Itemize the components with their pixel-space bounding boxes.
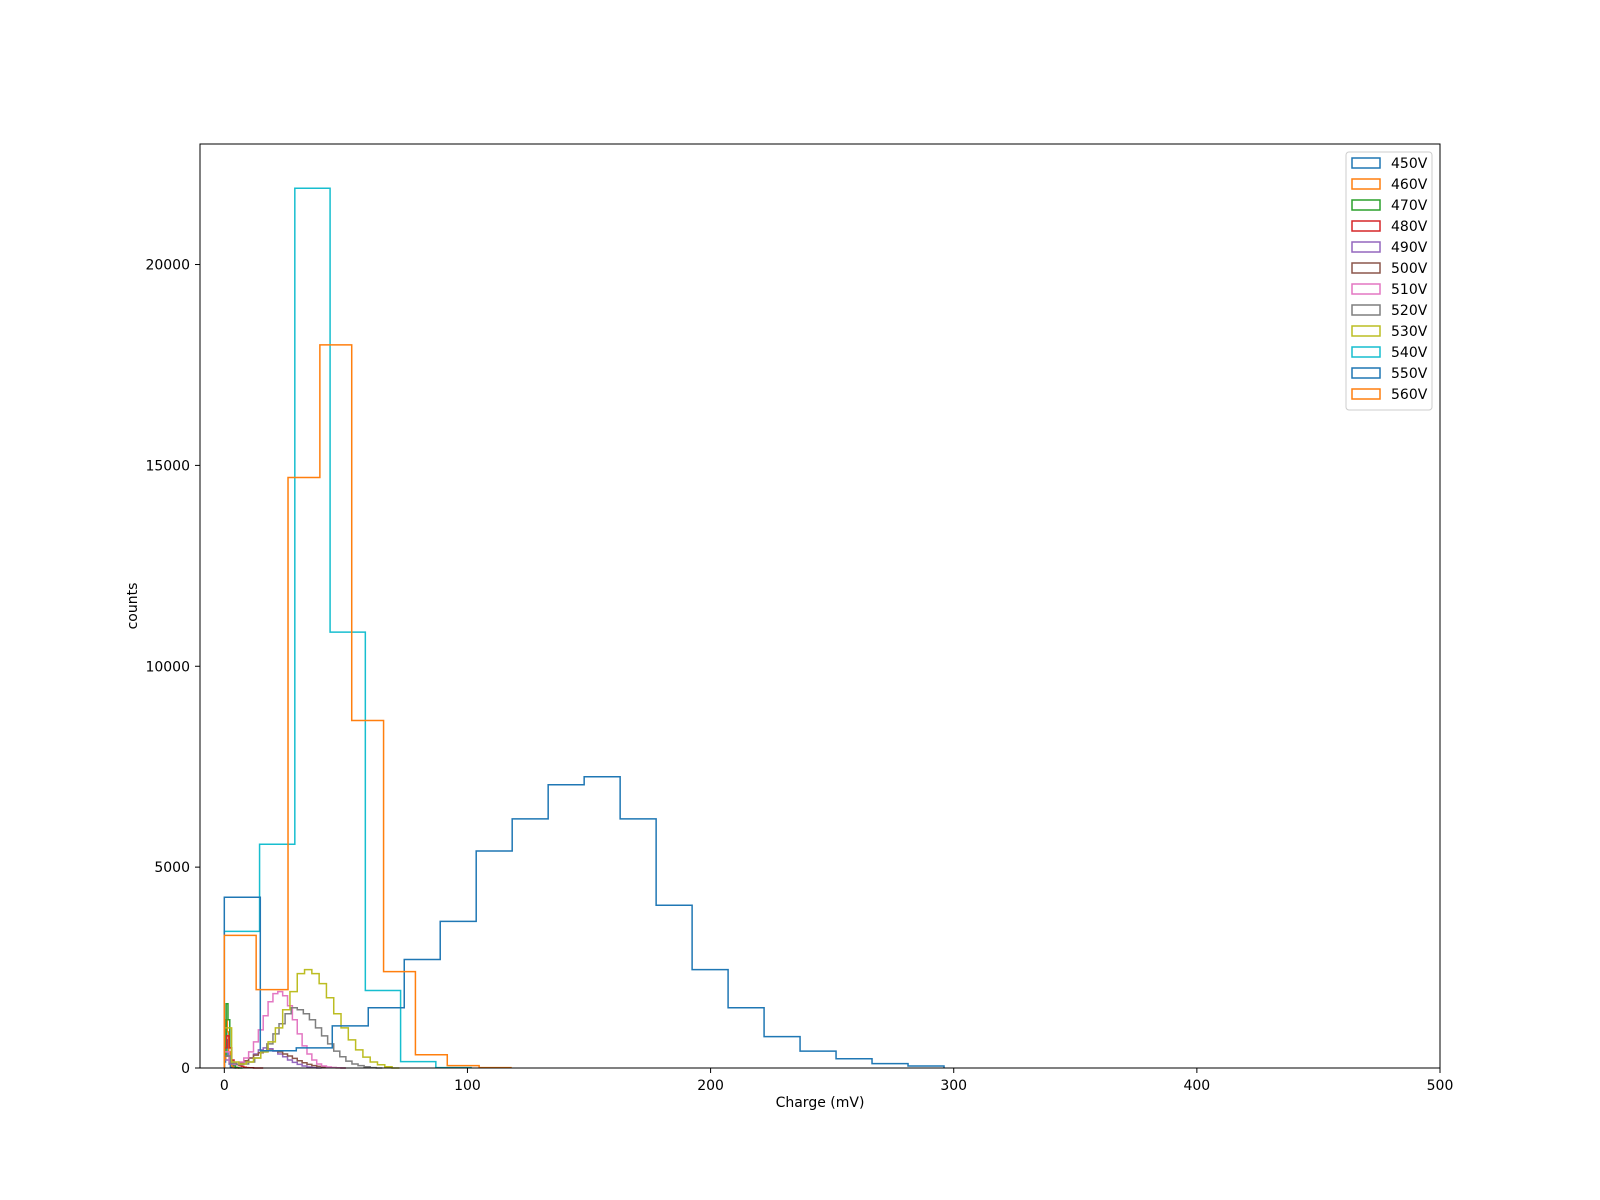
legend-swatch-500V xyxy=(1351,262,1381,274)
legend-swatch-470V xyxy=(1351,199,1381,211)
legend-swatch-450V xyxy=(1351,157,1381,169)
legend-label-550V: 550V xyxy=(1391,366,1428,382)
series-550V xyxy=(223,775,945,1068)
legend-swatch-540V xyxy=(1351,346,1381,358)
y-tick-label-5000: 5000 xyxy=(154,860,190,876)
legend-swatch-530V xyxy=(1351,325,1381,337)
legend-box xyxy=(1345,151,1433,411)
series-layer xyxy=(223,187,945,1069)
x-tick-label-200: 200 xyxy=(697,1078,724,1094)
x-tick-label-300: 300 xyxy=(940,1078,967,1094)
x-tick-label-500: 500 xyxy=(1427,1078,1454,1094)
series-530V xyxy=(223,968,400,1069)
x-tick-label-0: 0 xyxy=(220,1078,229,1094)
x-axis-ticks: 0 100 200 300 400 500 xyxy=(220,1068,1454,1094)
y-tick-label-20000: 20000 xyxy=(145,258,190,274)
series-540V xyxy=(223,187,472,1069)
legend-label-500V: 500V xyxy=(1391,261,1428,277)
y-tick-label-10000: 10000 xyxy=(145,659,190,675)
legend-swatch-480V xyxy=(1351,220,1381,232)
legend-swatch-510V xyxy=(1351,283,1381,295)
legend-swatch-550V xyxy=(1351,367,1381,379)
legend: 450V 460V 470V 480V 490V 500V 510V 520V 530V 540V… xyxy=(1345,151,1433,411)
y-axis-ticks: 0 5000 10000 15000 20000 xyxy=(145,258,200,1077)
plot-frame xyxy=(199,143,1441,1069)
legend-swatch-460V xyxy=(1351,178,1381,190)
legend-label-530V: 530V xyxy=(1391,324,1428,340)
legend-swatch-520V xyxy=(1351,304,1381,316)
x-tick-label-400: 400 xyxy=(1183,1078,1210,1094)
y-axis-label: counts xyxy=(125,583,141,630)
legend-label-460V: 460V xyxy=(1391,177,1428,193)
legend-label-510V: 510V xyxy=(1391,282,1428,298)
legend-label-560V: 560V xyxy=(1391,387,1428,403)
y-tick-label-0: 0 xyxy=(181,1061,190,1077)
legend-swatch-560V xyxy=(1351,388,1381,400)
y-tick-label-15000: 15000 xyxy=(145,458,190,474)
legend-label-540V: 540V xyxy=(1391,345,1428,361)
legend-label-520V: 520V xyxy=(1391,303,1428,319)
legend-swatch-490V xyxy=(1351,241,1381,253)
legend-label-480V: 480V xyxy=(1391,219,1428,235)
series-560V xyxy=(223,344,512,1069)
series-510V xyxy=(223,990,346,1069)
x-tick-label-100: 100 xyxy=(454,1078,481,1094)
x-axis-label: Charge (mV) xyxy=(776,1095,865,1111)
legend-label-490V: 490V xyxy=(1391,240,1428,256)
legend-label-450V: 450V xyxy=(1391,156,1428,172)
legend-label-470V: 470V xyxy=(1391,198,1428,214)
